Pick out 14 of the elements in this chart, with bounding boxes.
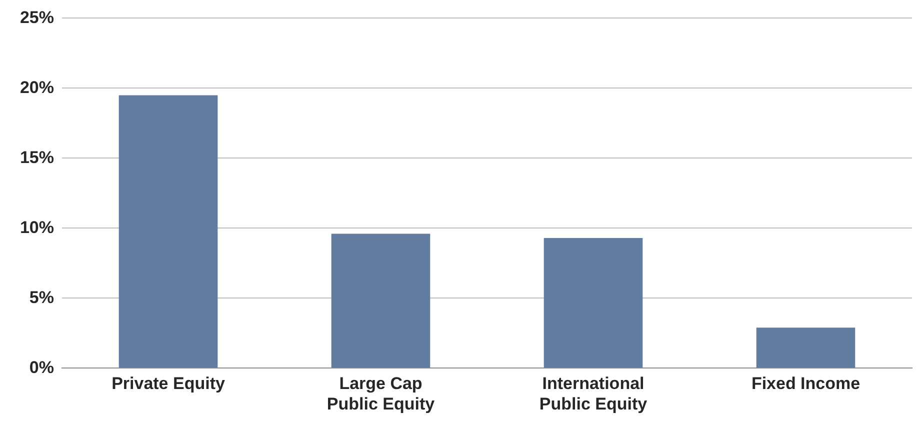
x-tick-label: Private Equity <box>112 374 226 394</box>
y-tick-label: 25% <box>20 8 54 27</box>
bar <box>756 328 856 368</box>
y-tick-label: 10% <box>20 218 54 237</box>
bar <box>331 234 430 368</box>
x-tick-label: Large Cap Public Equity <box>326 374 436 414</box>
y-tick-label: 20% <box>20 78 54 97</box>
y-tick-label: 0% <box>29 358 54 377</box>
y-tick-label: 15% <box>20 148 54 167</box>
x-tick-label: International Public Equity <box>539 374 648 414</box>
bar <box>118 95 218 368</box>
x-tick-label: Fixed Income <box>751 374 860 394</box>
bar <box>544 238 643 368</box>
y-tick-label: 5% <box>29 288 54 307</box>
